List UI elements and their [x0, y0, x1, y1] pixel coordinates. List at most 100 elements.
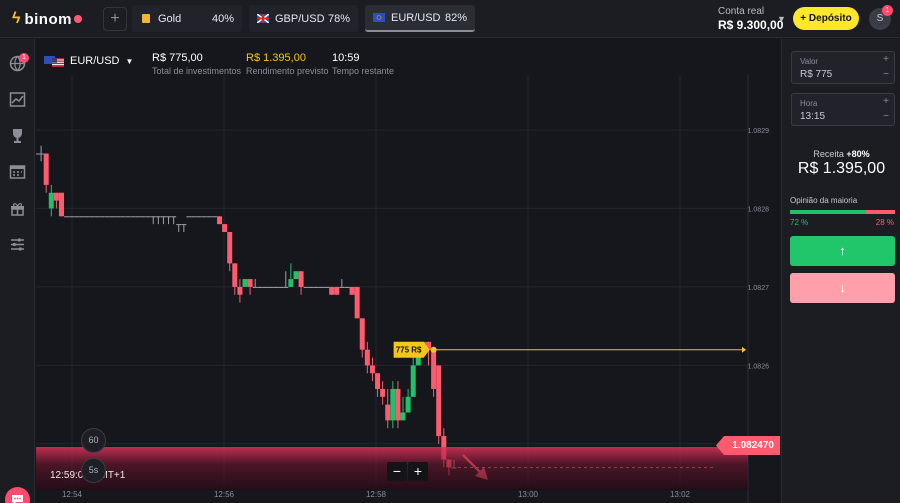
candle-body [104, 216, 110, 218]
candle-body [109, 216, 115, 218]
candle-body [69, 216, 75, 218]
trade-marker-label: 775 R$ [396, 346, 422, 355]
candle-body [160, 216, 166, 218]
candle-body [120, 216, 126, 218]
candle-body [89, 216, 95, 218]
candle-body [155, 216, 161, 218]
investment-stat: R$ 775,00 Total de investimentos [152, 52, 241, 76]
amount-decrease-button[interactable]: − [883, 69, 889, 80]
candle-body [84, 216, 90, 218]
gold-icon [142, 14, 150, 23]
candle-body [94, 216, 100, 218]
candle-body [318, 286, 324, 288]
expiry-time-field[interactable]: Hora 13:15 + − [791, 93, 895, 126]
eur-usd-flag-icon [373, 13, 385, 22]
binomo-logo[interactable]: ϟ binom [12, 9, 82, 29]
candle-body [324, 286, 330, 288]
candle-body [380, 388, 386, 397]
trade-marker-badge [393, 341, 430, 358]
y-tick-label: 1.0827 [748, 285, 770, 292]
asset-tab-payout: 78% [327, 12, 350, 25]
account-type-label: Conta real [718, 6, 765, 17]
candle-body [64, 216, 70, 218]
x-tick-label: 13:02 [670, 490, 691, 499]
candle-body [293, 271, 299, 280]
asset-tab-gbp-usd[interactable]: GBP/USD 78% [249, 5, 358, 32]
chart-zoom-level-button[interactable]: 60 [81, 428, 106, 453]
candle-body [125, 216, 131, 218]
candle-body [349, 286, 355, 295]
candle-body [339, 286, 345, 288]
chat-button[interactable] [5, 487, 30, 503]
candle-body [426, 341, 432, 350]
candle-body [176, 224, 182, 226]
x-tick-label: 12:54 [62, 490, 83, 499]
time-remaining-label: Tempo restante [332, 66, 395, 76]
calendar-icon[interactable] [9, 163, 26, 180]
candle-body [283, 286, 289, 288]
candle-body [303, 286, 309, 288]
gift-icon[interactable] [9, 200, 26, 217]
time-strip: 12:59:01 GMT+1 − + [36, 447, 748, 490]
zoom-out-button[interactable]: − [387, 462, 407, 481]
add-asset-tab-button[interactable]: + [103, 7, 127, 31]
chart-header: EUR/USD ▼ R$ 775,00 Total de investiment… [36, 39, 780, 76]
payout-label: Receita [813, 149, 844, 159]
asset-tab-gold[interactable]: Gold 40% [132, 5, 242, 32]
expected-return-label: Rendimento previsto [246, 66, 329, 76]
gbp-usd-flag-icon [257, 14, 269, 23]
candle-body [267, 286, 273, 288]
candle-body [237, 286, 243, 295]
candle-body [385, 404, 391, 421]
call-up-button[interactable]: ↑ [790, 236, 895, 266]
price-chart[interactable]: EUR/USD ▼ R$ 775,00 Total de investiment… [36, 39, 780, 503]
candle-body [288, 279, 294, 287]
asset-tab-name: Gold [158, 12, 182, 25]
candle-body [191, 216, 197, 218]
zoom-in-button[interactable]: + [408, 462, 428, 481]
amount-field[interactable]: Valor R$ 775 + − [791, 51, 895, 84]
time-decrease-button[interactable]: − [883, 111, 889, 122]
candle-body [217, 216, 223, 225]
candle-body [58, 192, 64, 217]
candle-body [48, 192, 54, 209]
account-balance: R$ 9.300,00 [718, 18, 784, 32]
time-increase-button[interactable]: + [883, 96, 889, 107]
candle-body [329, 286, 335, 295]
chevron-down-icon: ▼ [125, 56, 134, 66]
y-tick-label: 1.0826 [748, 363, 770, 370]
deposit-button[interactable]: + Depósito [793, 7, 859, 30]
payout-label-row: Receita +80% [782, 149, 900, 159]
arrow-up-icon: ↑ [839, 243, 846, 258]
candle-body [334, 286, 340, 295]
candle-body [166, 216, 172, 218]
settings-sliders-icon[interactable] [9, 236, 26, 253]
asset-selector[interactable]: EUR/USD ▼ [44, 55, 133, 67]
amount-increase-button[interactable]: + [883, 54, 889, 65]
timeframe-button[interactable]: 5s [81, 458, 106, 483]
current-price-tag: 1.082470 [716, 436, 780, 455]
account-selector[interactable]: Conta real R$ 9.300,00 [718, 6, 783, 32]
y-tick-label: 1.0829 [748, 128, 770, 135]
candle-body [79, 216, 85, 218]
globe-icon[interactable] [9, 55, 26, 72]
candle-body [354, 286, 360, 319]
trophy-icon[interactable] [9, 127, 26, 144]
candle-body [400, 412, 406, 421]
put-down-button[interactable]: ↓ [790, 273, 895, 303]
chart-icon[interactable] [9, 91, 26, 108]
notification-badge: 1 [882, 5, 893, 16]
candle-body [211, 216, 217, 218]
candle-body [140, 216, 146, 218]
candle-body [115, 216, 121, 218]
deposit-plus-icon: + [800, 13, 809, 24]
candle-body [344, 286, 350, 288]
top-bar: ϟ binom + Gold 40% GBP/USD 78% EUR/USD 8… [0, 0, 900, 38]
eur-usd-flag-icon [44, 56, 64, 67]
candle-body [99, 216, 105, 218]
candle-body [135, 216, 141, 218]
asset-tab-eur-usd[interactable]: EUR/USD 82% [365, 5, 475, 32]
x-tick-label: 12:56 [214, 490, 235, 499]
candle-body [222, 224, 228, 232]
chevron-down-icon[interactable]: ▼ [777, 14, 786, 24]
